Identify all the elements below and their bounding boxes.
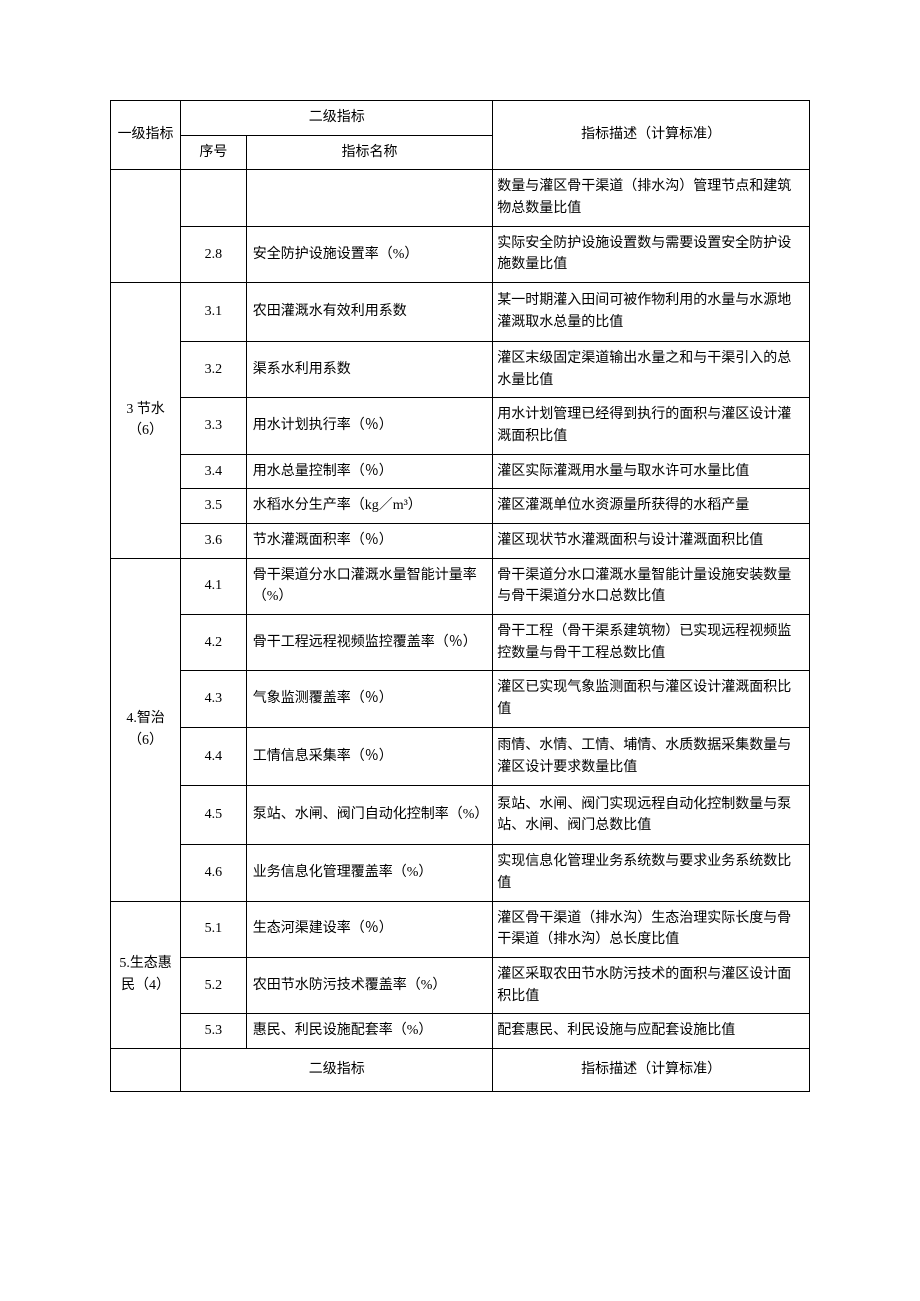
cat-5: 5.生态惠民（4）	[111, 901, 181, 1048]
desc-4-6: 实现信息化管理业务系统数与要求业务系统数比值	[493, 845, 810, 901]
desc-5-1: 灌区骨干渠道（排水沟）生态治理实际长度与骨干渠道（排水沟）总长度比值	[493, 901, 810, 957]
desc-3-6: 灌区现状节水灌溉面积与设计灌溉面积比值	[493, 523, 810, 558]
desc-2-8: 实际安全防护设施设置数与需要设置安全防护设施数量比值	[493, 226, 810, 282]
desc-3-2: 灌区末级固定渠道输出水量之和与干渠引入的总水量比值	[493, 341, 810, 397]
seq-3-6: 3.6	[181, 523, 247, 558]
row-3-3: 3.3 用水计划执行率（％） 用水计划管理已经得到执行的面积与灌区设计灌溉面积比…	[111, 398, 810, 454]
name-3-2: 渠系水利用系数	[246, 341, 493, 397]
row-4-6: 4.6 业务信息化管理覆盖率（%） 实现信息化管理业务系统数与要求业务系统数比值	[111, 845, 810, 901]
name-4-6: 业务信息化管理覆盖率（%）	[246, 845, 493, 901]
hdr-level1: 一级指标	[111, 101, 181, 170]
row-5-2: 5.2 农田节水防污技术覆盖率（%） 灌区采取农田节水防污技术的面积与灌区设计面…	[111, 957, 810, 1013]
desc-4-4: 雨情、水情、工情、埔情、水质数据采集数量与灌区设计要求数量比值	[493, 727, 810, 786]
footer-level2: 二级指标	[181, 1048, 493, 1091]
indicator-table: 一级指标 二级指标 指标描述（计算标准） 序号 指标名称 数量与灌区骨干渠道（排…	[110, 100, 810, 1092]
name-2-8: 安全防护设施设置率（%）	[246, 226, 493, 282]
seq-4-3: 4.3	[181, 671, 247, 727]
hdr-level2: 二级指标	[181, 101, 493, 136]
name-3-5: 水稻水分生产率（kg／m³）	[246, 489, 493, 524]
name-4-4: 工情信息采集率（％）	[246, 727, 493, 786]
seq-5-3: 5.3	[181, 1014, 247, 1049]
name-4-5: 泵站、水闸、阀门自动化控制率（%）	[246, 786, 493, 845]
desc-3-3: 用水计划管理已经得到执行的面积与灌区设计灌溉面积比值	[493, 398, 810, 454]
orphan-name	[246, 170, 493, 226]
seq-2-8: 2.8	[181, 226, 247, 282]
seq-4-4: 4.4	[181, 727, 247, 786]
desc-4-5: 泵站、水闸、阀门实现远程自动化控制数量与泵站、水闸、阀门总数比值	[493, 786, 810, 845]
row-2-8: 2.8 安全防护设施设置率（%） 实际安全防护设施设置数与需要设置安全防护设施数…	[111, 226, 810, 282]
name-4-1: 骨干渠道分水口灌溉水量智能计量率（%）	[246, 558, 493, 614]
row-5-3: 5.3 惠民、利民设施配套率（%） 配套惠民、利民设施与应配套设施比值	[111, 1014, 810, 1049]
cat-continued	[111, 170, 181, 283]
row-3-2: 3.2 渠系水利用系数 灌区末级固定渠道输出水量之和与干渠引入的总水量比值	[111, 341, 810, 397]
row-4-3: 4.3 气象监测覆盖率（％） 灌区已实现气象监测面积与灌区设计灌溉面积比值	[111, 671, 810, 727]
desc-5-2: 灌区采取农田节水防污技术的面积与灌区设计面积比值	[493, 957, 810, 1013]
desc-3-5: 灌区灌溉单位水资源量所获得的水稻产量	[493, 489, 810, 524]
desc-4-1: 骨干渠道分水口灌溉水量智能计量设施安装数量与骨干渠道分水口总数比值	[493, 558, 810, 614]
name-5-3: 惠民、利民设施配套率（%）	[246, 1014, 493, 1049]
desc-5-3: 配套惠民、利民设施与应配套设施比值	[493, 1014, 810, 1049]
seq-3-3: 3.3	[181, 398, 247, 454]
desc-3-1: 某一时期灌入田间可被作物利用的水量与水源地灌溉取水总量的比值	[493, 283, 810, 342]
seq-4-6: 4.6	[181, 845, 247, 901]
desc-4-2: 骨干工程（骨干渠系建筑物）已实现远程视频监控数量与骨干工程总数比值	[493, 615, 810, 671]
name-5-2: 农田节水防污技术覆盖率（%）	[246, 957, 493, 1013]
row-3-1: 3 节水（6） 3.1 农田灌溉水有效利用系数 某一时期灌入田间可被作物利用的水…	[111, 283, 810, 342]
row-4-1: 4.智治（6） 4.1 骨干渠道分水口灌溉水量智能计量率（%） 骨干渠道分水口灌…	[111, 558, 810, 614]
footer-blank	[111, 1048, 181, 1091]
row-3-4: 3.4 用水总量控制率（％） 灌区实际灌溉用水量与取水许可水量比值	[111, 454, 810, 489]
desc-4-3: 灌区已实现气象监测面积与灌区设计灌溉面积比值	[493, 671, 810, 727]
seq-3-4: 3.4	[181, 454, 247, 489]
name-5-1: 生态河渠建设率（％）	[246, 901, 493, 957]
hdr-name: 指标名称	[246, 135, 493, 170]
footer-row: 二级指标 指标描述（计算标准）	[111, 1048, 810, 1091]
seq-4-5: 4.5	[181, 786, 247, 845]
seq-3-5: 3.5	[181, 489, 247, 524]
row-5-1: 5.生态惠民（4） 5.1 生态河渠建设率（％） 灌区骨干渠道（排水沟）生态治理…	[111, 901, 810, 957]
row-3-6: 3.6 节水灌溉面积率（％） 灌区现状节水灌溉面积与设计灌溉面积比值	[111, 523, 810, 558]
seq-3-2: 3.2	[181, 341, 247, 397]
orphan-seq	[181, 170, 247, 226]
header-row-1: 一级指标 二级指标 指标描述（计算标准）	[111, 101, 810, 136]
row-3-5: 3.5 水稻水分生产率（kg／m³） 灌区灌溉单位水资源量所获得的水稻产量	[111, 489, 810, 524]
seq-4-1: 4.1	[181, 558, 247, 614]
footer-desc: 指标描述（计算标准）	[493, 1048, 810, 1091]
cat-4: 4.智治（6）	[111, 558, 181, 901]
name-4-2: 骨干工程远程视频监控覆盖率（％）	[246, 615, 493, 671]
desc-3-4: 灌区实际灌溉用水量与取水许可水量比值	[493, 454, 810, 489]
name-3-1: 农田灌溉水有效利用系数	[246, 283, 493, 342]
seq-4-2: 4.2	[181, 615, 247, 671]
name-3-4: 用水总量控制率（％）	[246, 454, 493, 489]
seq-5-2: 5.2	[181, 957, 247, 1013]
page-container: 一级指标 二级指标 指标描述（计算标准） 序号 指标名称 数量与灌区骨干渠道（排…	[0, 0, 920, 1152]
row-4-2: 4.2 骨干工程远程视频监控覆盖率（％） 骨干工程（骨干渠系建筑物）已实现远程视…	[111, 615, 810, 671]
name-4-3: 气象监测覆盖率（％）	[246, 671, 493, 727]
seq-5-1: 5.1	[181, 901, 247, 957]
name-3-3: 用水计划执行率（％）	[246, 398, 493, 454]
row-4-4: 4.4 工情信息采集率（％） 雨情、水情、工情、埔情、水质数据采集数量与灌区设计…	[111, 727, 810, 786]
hdr-desc: 指标描述（计算标准）	[493, 101, 810, 170]
row-4-5: 4.5 泵站、水闸、阀门自动化控制率（%） 泵站、水闸、阀门实现远程自动化控制数…	[111, 786, 810, 845]
seq-3-1: 3.1	[181, 283, 247, 342]
cat-3: 3 节水（6）	[111, 283, 181, 559]
orphan-desc: 数量与灌区骨干渠道（排水沟）管理节点和建筑物总数量比值	[493, 170, 810, 226]
name-3-6: 节水灌溉面积率（％）	[246, 523, 493, 558]
row-orphan-1: 数量与灌区骨干渠道（排水沟）管理节点和建筑物总数量比值	[111, 170, 810, 226]
hdr-seq: 序号	[181, 135, 247, 170]
